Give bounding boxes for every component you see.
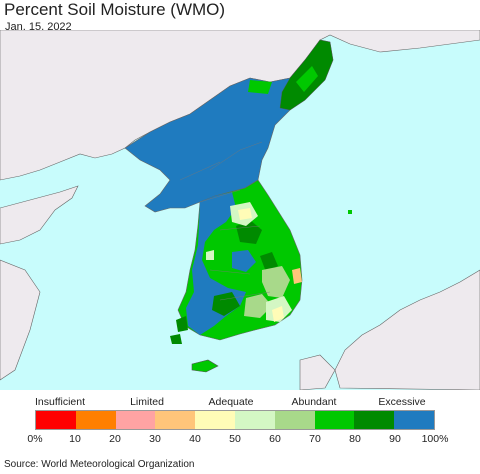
- southwest-palegreen-spot: [206, 250, 214, 260]
- legend-label-abundant: Abundant: [291, 396, 337, 408]
- legend-tick-8: 80: [349, 433, 361, 445]
- legend-color-bar: [35, 410, 435, 430]
- source-note: Source: World Meteorological Organizatio…: [4, 459, 195, 470]
- legend-label-adequate: Adequate: [208, 396, 254, 408]
- shandong-peninsula: [0, 185, 79, 245]
- map-title: Percent Soil Moisture (WMO): [4, 0, 226, 19]
- legend-label-limited: Limited: [130, 396, 164, 408]
- south-lightgreen-area-1: [262, 266, 290, 298]
- legend-category-labels: Insufficient Limited Adequate Abundant E…: [0, 396, 480, 408]
- northeast-green-patch: [296, 66, 318, 92]
- north-korea: [124, 39, 334, 213]
- legend-swatch-6: [274, 411, 315, 429]
- legend-swatch-8: [354, 411, 395, 429]
- legend-tick-4: 40: [189, 433, 201, 445]
- legend-tick-10: 100%: [421, 433, 449, 445]
- legend-label-excessive: Excessive: [378, 396, 426, 408]
- province-borders: [179, 141, 271, 301]
- south-yellow-spot-2: [272, 306, 284, 322]
- soil-moisture-map: [0, 30, 480, 390]
- legend-label-insufficient: Insufficient: [34, 396, 86, 408]
- southwest-islands: [170, 316, 188, 344]
- legend-tick-7: 70: [309, 433, 321, 445]
- legend-swatch-2: [115, 411, 156, 429]
- south-yellow-spot-1: [238, 208, 252, 220]
- legend-tick-3: 30: [149, 433, 161, 445]
- japan-landmass: [334, 269, 480, 390]
- legend-tick-1: 10: [69, 433, 81, 445]
- legend-tick-2: 20: [109, 433, 121, 445]
- south-blue-region-central: [232, 250, 256, 272]
- ulleung-island: [348, 210, 352, 214]
- legend-swatch-0: [36, 411, 76, 429]
- legend-tick-5: 50: [229, 433, 241, 445]
- north-green-patch: [248, 80, 272, 94]
- china-coast-south: [0, 259, 41, 381]
- legend-tick-0: 0%: [27, 433, 43, 445]
- legend-swatch-4: [195, 411, 235, 429]
- legend-swatch-1: [75, 411, 116, 429]
- legend-tick-labels: 0% 10 20 30 40 50 60 70 80 90 100%: [0, 433, 480, 447]
- legend-tick-9: 90: [389, 433, 401, 445]
- south-lightgreen-area-2: [244, 294, 272, 318]
- legend-swatch-3: [155, 411, 196, 429]
- legend-swatch-7: [314, 411, 355, 429]
- legend-swatch-9: [394, 411, 434, 429]
- jeju-island: [191, 359, 219, 373]
- japan-island-kyushu: [299, 354, 336, 390]
- south-darkgreen-patch-2: [236, 220, 262, 244]
- legend-swatch-5: [234, 411, 275, 429]
- east-coast-orange-spot: [292, 268, 302, 284]
- legend-tick-6: 60: [269, 433, 281, 445]
- south-darkgreen-patch-3: [260, 252, 278, 272]
